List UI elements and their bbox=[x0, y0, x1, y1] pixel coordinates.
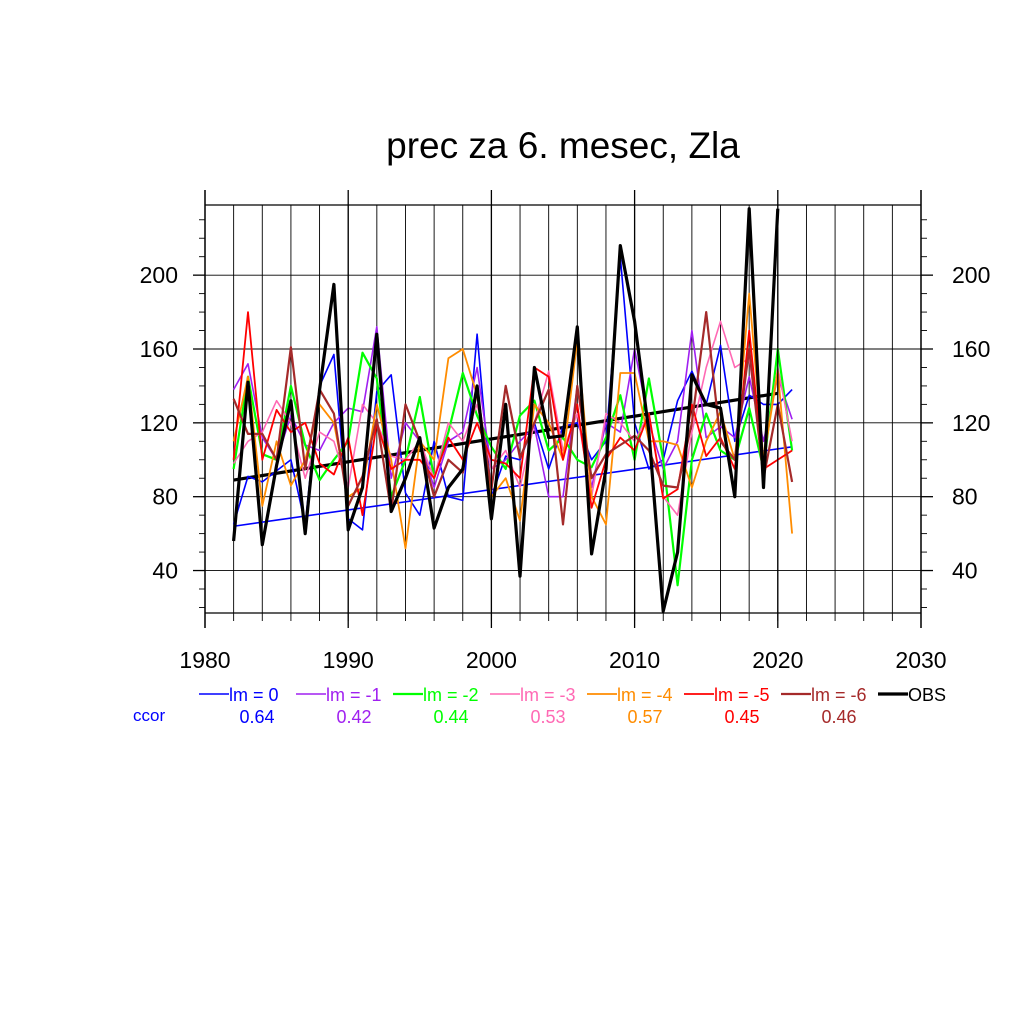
grid-lines bbox=[205, 205, 921, 613]
legend-ccor-value: 0.42 bbox=[336, 707, 371, 727]
legend-label: OBS bbox=[908, 685, 946, 705]
legend-ccor-value: 0.46 bbox=[821, 707, 856, 727]
x-tick-label: 2010 bbox=[609, 647, 660, 673]
x-tick-label: 2020 bbox=[752, 647, 803, 673]
legend-label: lm = -5 bbox=[714, 685, 770, 705]
x-tick-label: 1980 bbox=[179, 647, 230, 673]
y-tick-label-right: 200 bbox=[952, 262, 990, 288]
legend-label: lm = -1 bbox=[326, 685, 382, 705]
legend-label: lm = 0 bbox=[229, 685, 279, 705]
legend-label: lm = -2 bbox=[423, 685, 479, 705]
y-tick-label-right: 120 bbox=[952, 410, 990, 436]
x-tick-label: 2030 bbox=[895, 647, 946, 673]
y-tick-label-left: 120 bbox=[140, 410, 178, 436]
plot-frame bbox=[204, 190, 922, 628]
legend-ccor-value: 0.64 bbox=[239, 707, 274, 727]
series-line bbox=[232, 320, 793, 516]
legend-ccor-value: 0.45 bbox=[724, 707, 759, 727]
series-line bbox=[232, 311, 794, 526]
y-tick-label-right: 80 bbox=[952, 484, 978, 510]
legend-ccor-value: 0.44 bbox=[433, 707, 468, 727]
y-tick-label-left: 160 bbox=[140, 336, 178, 362]
data-series bbox=[232, 207, 794, 613]
legend-ccor-value: 0.57 bbox=[627, 707, 662, 727]
legend-label: lm = -4 bbox=[617, 685, 673, 705]
y-tick-label-right: 40 bbox=[952, 558, 978, 584]
series-line bbox=[232, 311, 793, 517]
tick-labels: 1980 1990 2000 2010 2020 2030 40 40 80 80 120 120 16… bbox=[140, 262, 991, 673]
y-tick-label-right: 160 bbox=[952, 336, 990, 362]
trend-line bbox=[233, 391, 779, 482]
x-tick-label: 1990 bbox=[323, 647, 374, 673]
x-tick-label: 2000 bbox=[466, 647, 517, 673]
axis-ticks bbox=[193, 190, 933, 628]
legend-label: lm = -3 bbox=[520, 685, 576, 705]
legend-ccor-value: 0.53 bbox=[530, 707, 565, 727]
legend-label: lm = -6 bbox=[811, 685, 867, 705]
y-tick-label-left: 80 bbox=[152, 484, 178, 510]
chart-title: prec za 6. mesec, Zla bbox=[386, 125, 740, 166]
y-tick-label-left: 200 bbox=[140, 262, 178, 288]
y-tick-label-left: 40 bbox=[152, 558, 178, 584]
ccor-label: ccor bbox=[133, 706, 165, 725]
series-line bbox=[232, 207, 780, 613]
